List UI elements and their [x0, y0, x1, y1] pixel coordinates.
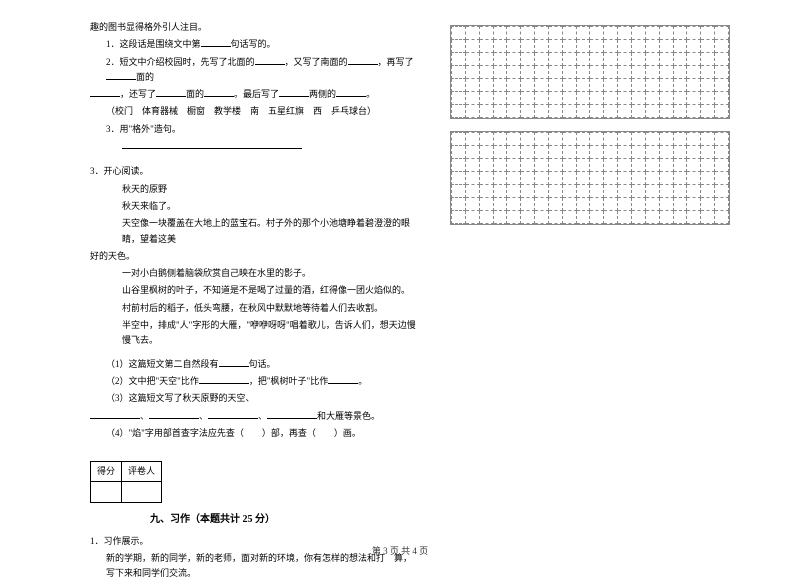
blank: [201, 37, 231, 47]
rq3-cont: 、 、 、 和大雁等景色。: [90, 409, 420, 424]
options: （校门 体育器械 橱窗 教学楼 南 五星红旗 西 乒乓球台）: [90, 104, 420, 119]
q2b: ，又写了南面的: [285, 57, 348, 67]
poem-l1: 秋天来临了。: [90, 199, 420, 214]
q2i: 。: [366, 89, 375, 99]
score-header-2: 评卷人: [122, 462, 162, 482]
poem-l3: 一对小白鹅侧着脑袋欣赏自己映在水里的影子。: [90, 266, 420, 281]
rq3: （3）这篇短文写了秋天原野的天空、: [90, 391, 420, 406]
blank: [90, 87, 120, 97]
rq1: （1）这篇短文第二自然段有 句话。: [90, 357, 420, 372]
score-header-1: 得分: [91, 462, 122, 482]
rq2: （2）文中把"天空"比作 ，把"枫树叶子"比作 。: [90, 374, 420, 389]
rq4: （4）"焰"字用部首查字法应先查（ ）部，再查（ ）画。: [90, 426, 420, 441]
blank: [156, 87, 186, 97]
rq3c: 、: [199, 411, 208, 421]
score-cell-1: [91, 482, 122, 502]
rq3a: （3）这篇短文写了秋天原野的天空、: [106, 393, 255, 403]
blank: [279, 87, 309, 97]
score-cell-2: [122, 482, 162, 502]
rq3d: 、: [258, 411, 267, 421]
blank: [199, 374, 249, 384]
section-9-title: 九、习作（本题共计 25 分）: [150, 511, 420, 528]
poem-l5: 村前村后的稻子，低头弯腰，在秋风中默默地等待着人们去收割。: [90, 301, 420, 316]
left-column: 趣的图书显得格外引人注目。 1．这段话是围绕文中第 句话写的。 2．短文中介绍校园…: [90, 20, 420, 584]
blank: [336, 87, 366, 97]
q2-line2: ，还写了 面的 。最后写了 两侧的 。: [90, 87, 420, 102]
blank: [267, 409, 317, 419]
rq3b: 、: [140, 411, 149, 421]
blank: [328, 374, 358, 384]
poem-l6: 半空中，排成"人"字形的大雁，"咿咿呀呀"唱着歌儿，告诉人们，想天边慢慢飞去。: [90, 318, 420, 349]
poem-l2: 天空像一块覆盖在大地上的蓝宝石。村子外的那个小池塘睁着碧澄澄的眼睛，望着这美: [90, 216, 420, 247]
rq1a: （1）这篇短文第二自然段有: [106, 359, 219, 369]
blank: [106, 70, 136, 80]
blank-long: [122, 139, 302, 149]
score-box: 得分 评卷人: [90, 461, 162, 503]
poem-l4: 山谷里枫树的叶子，不知道是不是喝了过量的酒，红得像一团火焰似的。: [90, 283, 420, 298]
rq2b: ，把"枫树叶子"比作: [249, 376, 328, 386]
q2h: 两侧的: [309, 89, 336, 99]
poem-title: 秋天的原野: [90, 182, 420, 197]
rq2c: 。: [358, 376, 367, 386]
blank: [219, 357, 249, 367]
intro-line: 趣的图书显得格外引人注目。: [90, 20, 420, 35]
q1-text: 1．这段话是围绕文中第: [106, 39, 201, 49]
page-footer: 第 3 页 共 4 页: [0, 544, 800, 557]
q2a: 2．短文中介绍校园时，先写了北面的: [106, 57, 255, 67]
q2c: ，再写了: [378, 57, 414, 67]
poem-l2b: 好的天色。: [90, 249, 420, 264]
blank: [149, 409, 199, 419]
q2-line1: 2．短文中介绍校园时，先写了北面的 ，又写了南面的 ，再写了面的: [90, 55, 420, 86]
reading-title: 3．开心阅读。: [90, 164, 420, 179]
q2g: 。最后写了: [234, 89, 279, 99]
q2e: ，还写了: [120, 89, 156, 99]
rq2a: （2）文中把"天空"比作: [106, 376, 199, 386]
blank: [208, 409, 258, 419]
q2f: 面的: [186, 89, 204, 99]
q3: 3．用"格外"造句。: [90, 122, 420, 137]
blank: [255, 55, 285, 65]
rq1b: 句话。: [249, 359, 276, 369]
blank: [348, 55, 378, 65]
q1: 1．这段话是围绕文中第 句话写的。: [90, 37, 420, 52]
q3-blank: [90, 139, 420, 154]
right-column: [450, 20, 730, 584]
blank: [90, 409, 140, 419]
blank: [204, 87, 234, 97]
writing-grid-2: [450, 131, 730, 225]
writing-grid-1: [450, 25, 730, 119]
q1-tail: 句话写的。: [231, 39, 276, 49]
q2d: 面的: [136, 72, 154, 82]
rq3e: 和大雁等景色。: [317, 411, 380, 421]
